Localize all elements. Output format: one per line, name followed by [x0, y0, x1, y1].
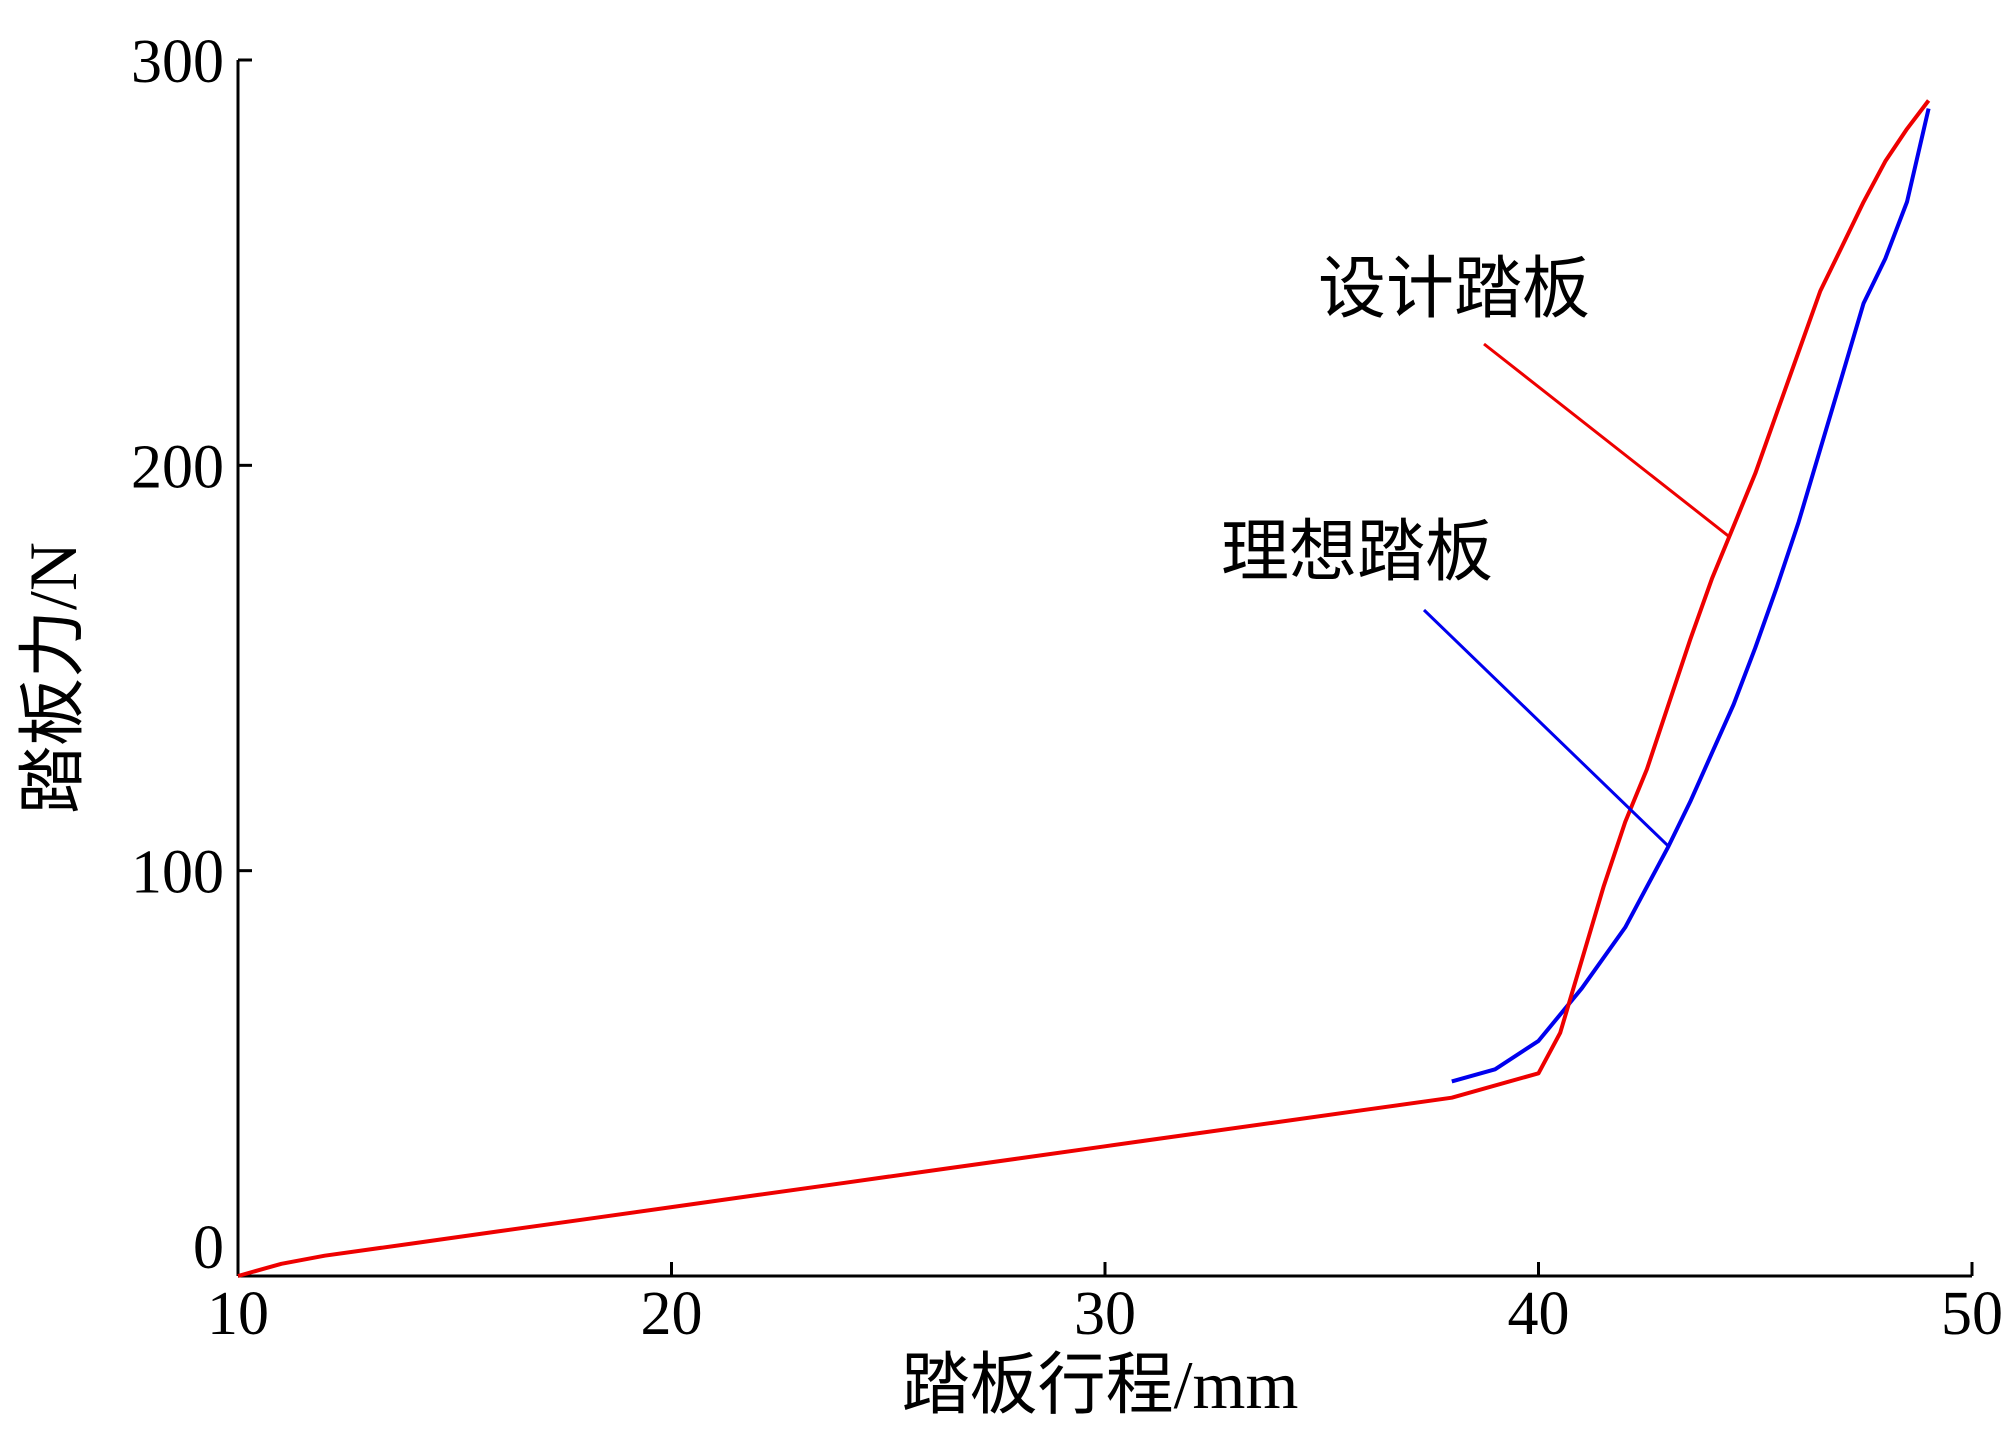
axis-labels: 踏板行程/mm 踏板力/N	[15, 542, 1298, 1423]
annotation-leader-line	[1422, 608, 1670, 848]
y-tick-label: 0	[193, 1214, 224, 1282]
x-tick-label: 50	[1941, 1280, 2003, 1348]
y-tick-label: 100	[131, 839, 224, 907]
y-tick-label: 200	[131, 433, 224, 501]
annotation-label: 设计踏板	[1318, 251, 1590, 327]
annotation-label: 理想踏板	[1221, 514, 1493, 590]
x-tick-label: 40	[1508, 1280, 1570, 1348]
y-tick-label: 300	[131, 28, 224, 96]
x-tick-label: 30	[1074, 1280, 1136, 1348]
x-tick-label: 20	[641, 1280, 703, 1348]
y-axis-label: 踏板力/N	[15, 542, 91, 814]
annotation-leader-line	[1483, 342, 1731, 538]
series-line-0	[1451, 108, 1931, 1084]
x-axis-label: 踏板行程/mm	[902, 1347, 1299, 1423]
axes: 10 20 30 40 50 0 100 200 300	[131, 28, 2003, 1348]
series-line-1	[237, 99, 1931, 1278]
series-lines	[237, 99, 1931, 1278]
x-tick-label: 10	[207, 1280, 269, 1348]
